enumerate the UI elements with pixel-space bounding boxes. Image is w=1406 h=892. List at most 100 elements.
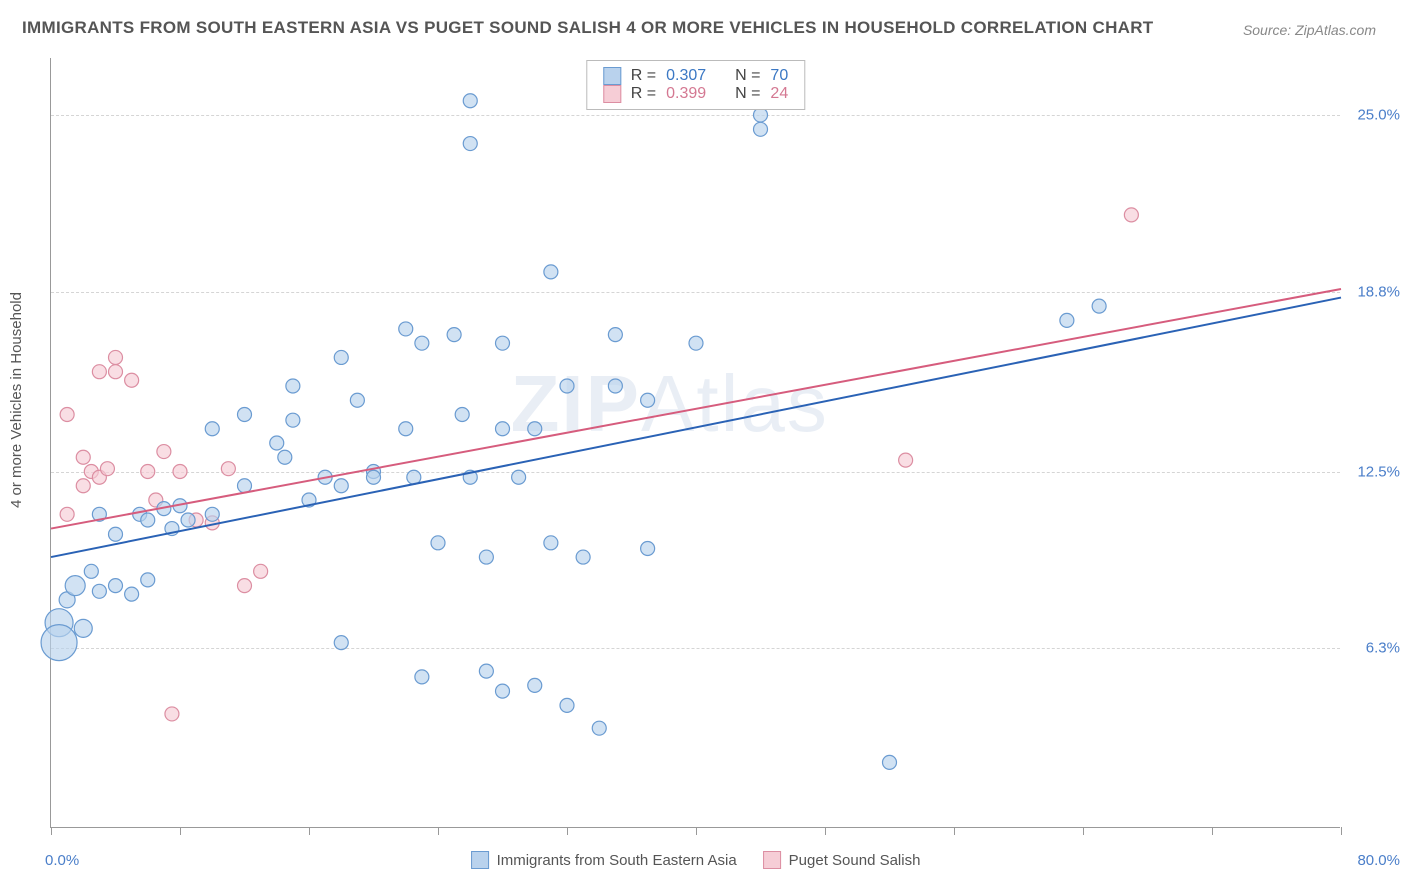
legend-swatch-icon: [471, 851, 489, 869]
data-point: [286, 379, 300, 393]
data-point: [100, 462, 114, 476]
data-point: [74, 619, 92, 637]
data-point: [608, 379, 622, 393]
data-point: [60, 407, 74, 421]
data-point: [463, 94, 477, 108]
x-tick: [180, 827, 181, 835]
y-tick-label: 6.3%: [1345, 640, 1400, 657]
legend-item-pink: Puget Sound Salish: [763, 851, 921, 869]
data-point: [528, 678, 542, 692]
data-point: [367, 470, 381, 484]
data-point: [334, 636, 348, 650]
n-value-pink: 24: [770, 85, 788, 103]
data-point: [165, 707, 179, 721]
data-point: [334, 350, 348, 364]
x-tick: [438, 827, 439, 835]
data-point: [415, 670, 429, 684]
data-point: [205, 422, 219, 436]
x-tick: [309, 827, 310, 835]
x-tick: [567, 827, 568, 835]
data-point: [641, 393, 655, 407]
data-point: [238, 407, 252, 421]
data-point: [76, 450, 90, 464]
legend-swatch-pink: [603, 85, 621, 103]
data-point: [415, 336, 429, 350]
data-point: [278, 450, 292, 464]
data-point: [496, 336, 510, 350]
data-point: [544, 536, 558, 550]
x-axis-max-label: 80.0%: [1357, 852, 1400, 869]
data-point: [141, 465, 155, 479]
chart-title: IMMIGRANTS FROM SOUTH EASTERN ASIA VS PU…: [22, 18, 1154, 38]
legend-swatch-icon: [763, 851, 781, 869]
data-point: [455, 407, 469, 421]
y-tick-label: 12.5%: [1345, 463, 1400, 480]
data-point: [141, 573, 155, 587]
data-point: [334, 479, 348, 493]
data-point: [496, 684, 510, 698]
data-point: [544, 265, 558, 279]
data-point: [270, 436, 284, 450]
data-point: [65, 576, 85, 596]
x-tick: [696, 827, 697, 835]
data-point: [41, 625, 77, 661]
data-point: [754, 122, 768, 136]
x-tick: [1212, 827, 1213, 835]
data-point: [157, 445, 171, 459]
n-prefix: N =: [735, 85, 760, 103]
x-tick: [825, 827, 826, 835]
data-point: [109, 579, 123, 593]
data-point: [399, 422, 413, 436]
data-point: [254, 564, 268, 578]
data-point: [125, 373, 139, 387]
data-point: [141, 513, 155, 527]
data-point: [463, 137, 477, 151]
data-point: [399, 322, 413, 336]
data-point: [181, 513, 195, 527]
data-point: [286, 413, 300, 427]
data-point: [109, 365, 123, 379]
data-point: [528, 422, 542, 436]
data-point: [689, 336, 703, 350]
data-point: [560, 379, 574, 393]
data-point: [883, 755, 897, 769]
data-point: [173, 465, 187, 479]
legend-label: Puget Sound Salish: [789, 852, 921, 869]
data-point: [592, 721, 606, 735]
series-legend: Immigrants from South Eastern Asia Puget…: [471, 851, 921, 869]
data-point: [1124, 208, 1138, 222]
scatter-svg: [51, 58, 1340, 827]
data-point: [641, 542, 655, 556]
data-point: [479, 664, 493, 678]
data-point: [109, 350, 123, 364]
data-point: [608, 328, 622, 342]
x-tick: [1341, 827, 1342, 835]
x-axis-min-label: 0.0%: [45, 852, 79, 869]
r-value-blue: 0.307: [666, 67, 706, 85]
data-point: [92, 365, 106, 379]
data-point: [447, 328, 461, 342]
x-tick: [1083, 827, 1084, 835]
y-axis-label: 4 or more Vehicles in Household: [8, 292, 25, 508]
data-point: [238, 479, 252, 493]
data-point: [479, 550, 493, 564]
data-point: [512, 470, 526, 484]
data-point: [431, 536, 445, 550]
legend-item-blue: Immigrants from South Eastern Asia: [471, 851, 737, 869]
data-point: [350, 393, 364, 407]
data-point: [238, 579, 252, 593]
data-point: [496, 422, 510, 436]
source-attribution: Source: ZipAtlas.com: [1243, 22, 1376, 38]
y-tick-label: 18.8%: [1345, 283, 1400, 300]
x-tick: [51, 827, 52, 835]
legend-label: Immigrants from South Eastern Asia: [497, 852, 737, 869]
r-prefix: R =: [631, 85, 656, 103]
data-point: [109, 527, 123, 541]
data-point: [1060, 313, 1074, 327]
r-prefix: R =: [631, 67, 656, 85]
data-point: [754, 108, 768, 122]
data-point: [1092, 299, 1106, 313]
data-point: [76, 479, 90, 493]
data-point: [84, 564, 98, 578]
data-point: [221, 462, 235, 476]
